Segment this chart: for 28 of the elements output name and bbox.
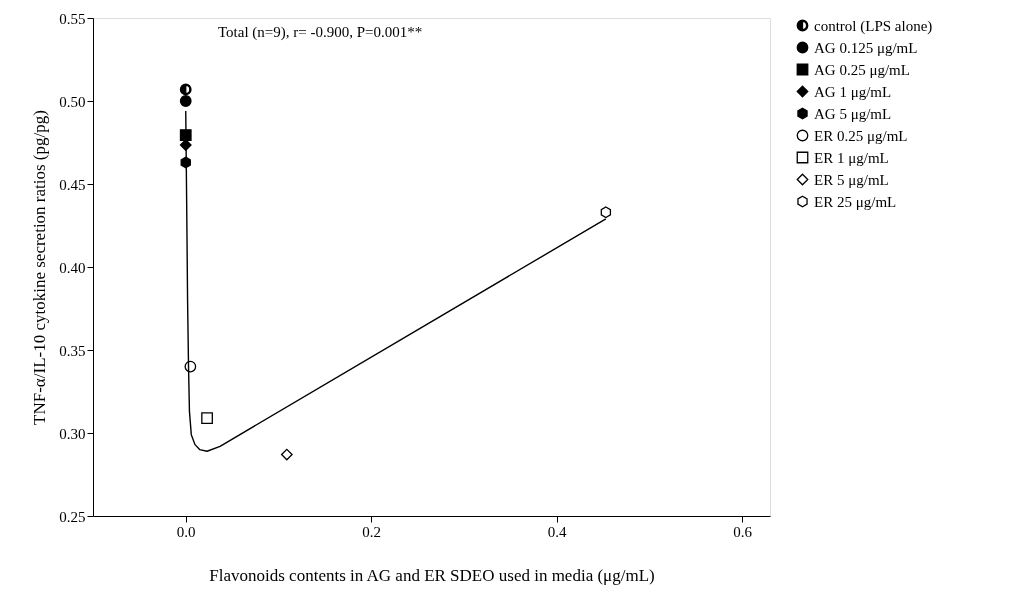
legend-label: control (LPS alone) xyxy=(814,17,933,35)
y-tick-label: 0.35 xyxy=(59,342,86,359)
x-tick-label: 0.4 xyxy=(547,523,568,540)
legend-label: ER 25 μg/mL xyxy=(814,193,897,210)
point xyxy=(179,95,192,107)
legend-label: AG 5 μg/mL xyxy=(814,105,892,122)
legend-label: AG 1 μg/mL xyxy=(814,83,892,100)
x-tick-label: 0.0 xyxy=(176,523,196,540)
legend-label: AG 0.25 μg/mL xyxy=(814,61,910,78)
annotation: Total (n=9), r= -0.900, P=0.001** xyxy=(218,24,423,41)
point xyxy=(600,206,612,219)
y-tick-label: 0.50 xyxy=(59,93,86,110)
point xyxy=(280,448,293,461)
x-tick-label: 0.2 xyxy=(362,523,382,540)
x-tick-label: 0.6 xyxy=(733,523,753,540)
x-axis-title: Flavonoids contents in AG and ER SDEO used in media (μg/mL) xyxy=(209,565,655,585)
legend-label: ER 1 μg/mL xyxy=(814,149,889,166)
y-axis-title: TNF-α/IL-10 cytokine secretion ratios (pg/pg) xyxy=(30,110,50,425)
y-tick-label: 0.25 xyxy=(59,508,86,525)
y-tick-label: 0.30 xyxy=(59,425,86,442)
legend-label: ER 0.25 μg/mL xyxy=(814,127,908,144)
y-tick-label: 0.40 xyxy=(59,259,86,276)
y-tick-label: 0.45 xyxy=(59,176,86,193)
legend-label: ER 5 μg/mL xyxy=(814,171,889,188)
point xyxy=(201,412,213,424)
legend-label: AG 0.125 μg/mL xyxy=(814,39,918,56)
point xyxy=(179,83,192,96)
y-tick-label: 0.55 xyxy=(59,10,86,27)
